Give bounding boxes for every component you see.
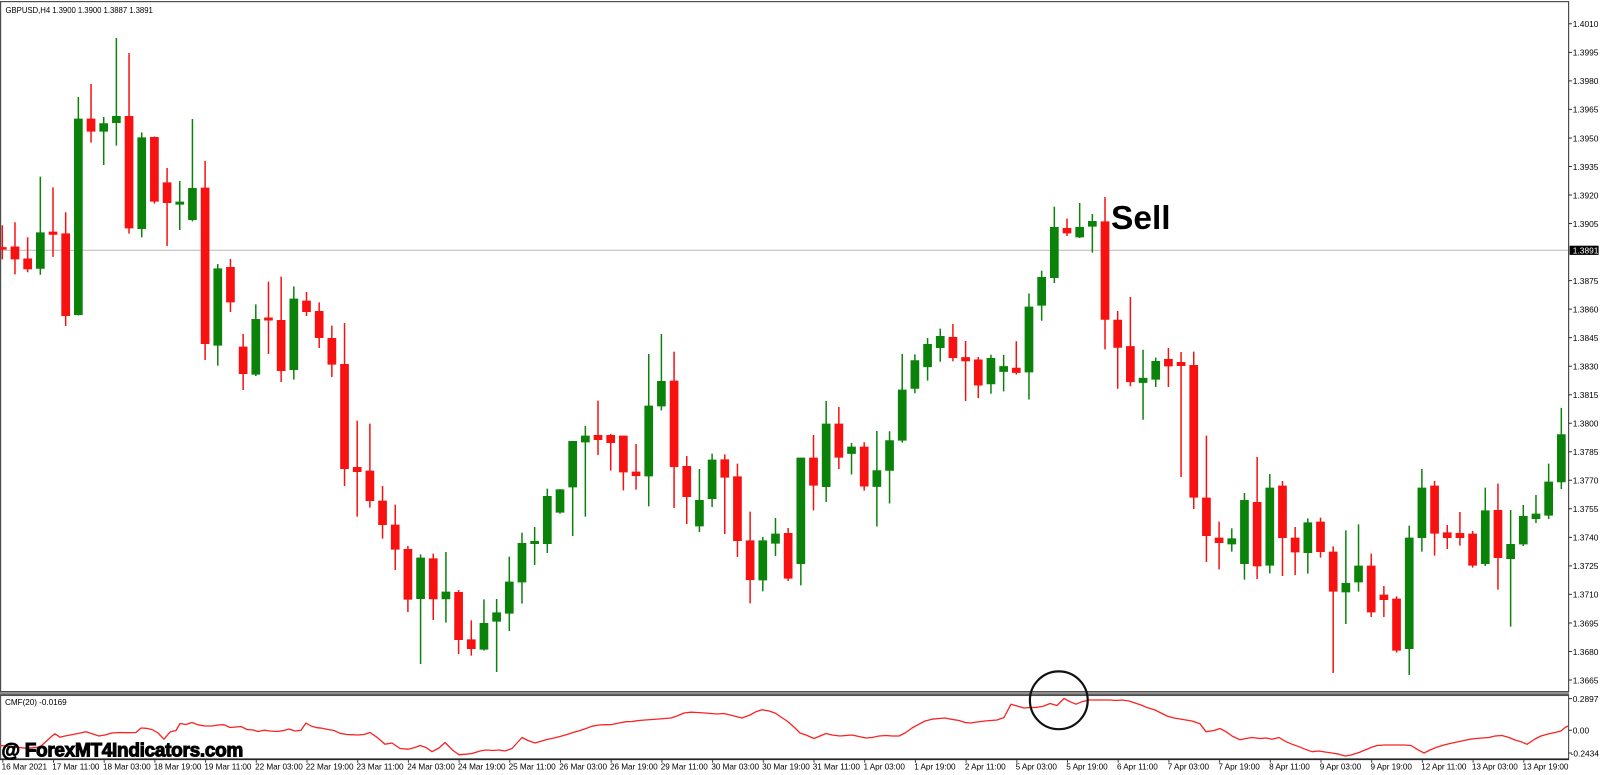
- svg-text:1 Apr 03:00: 1 Apr 03:00: [864, 762, 906, 771]
- svg-text:5 Apr 19:00: 5 Apr 19:00: [1066, 762, 1108, 771]
- svg-text:1.3830: 1.3830: [1573, 362, 1599, 372]
- svg-text:7 Apr 03:00: 7 Apr 03:00: [1168, 762, 1210, 771]
- svg-text:GBPUSD,H4 1.3900 1.3900 1.388: GBPUSD,H4 1.3900 1.3900 1.3887 1.3891: [6, 6, 153, 15]
- svg-text:CMF(20) -0.0169: CMF(20) -0.0169: [5, 698, 67, 707]
- svg-text:1.3995: 1.3995: [1573, 48, 1599, 58]
- svg-text:1.3710: 1.3710: [1573, 590, 1599, 600]
- svg-text:22 Mar 03:00: 22 Mar 03:00: [255, 762, 303, 771]
- svg-text:9 Apr 19:00: 9 Apr 19:00: [1371, 762, 1413, 771]
- svg-text:1.3875: 1.3875: [1573, 276, 1599, 286]
- svg-text:1.3950: 1.3950: [1573, 133, 1599, 143]
- svg-text:29 Mar 11:00: 29 Mar 11:00: [661, 762, 709, 771]
- svg-text:0.00: 0.00: [1573, 726, 1590, 736]
- svg-text:1.3725: 1.3725: [1573, 561, 1599, 571]
- svg-text:1.3935: 1.3935: [1573, 162, 1599, 172]
- svg-text:24 Mar 03:00: 24 Mar 03:00: [407, 762, 455, 771]
- svg-text:1.3891: 1.3891: [1573, 245, 1599, 255]
- svg-text:1.3965: 1.3965: [1573, 105, 1599, 115]
- svg-text:1.3800: 1.3800: [1573, 419, 1599, 429]
- svg-text:1.3665: 1.3665: [1573, 675, 1599, 685]
- svg-text:1.4010: 1.4010: [1573, 19, 1599, 29]
- svg-text:16 Mar 2021: 16 Mar 2021: [2, 762, 48, 771]
- svg-text:9 Apr 03:00: 9 Apr 03:00: [1320, 762, 1362, 771]
- svg-text:30 Mar 03:00: 30 Mar 03:00: [711, 762, 759, 771]
- svg-text:13 Apr 03:00: 13 Apr 03:00: [1472, 762, 1518, 771]
- svg-text:1.3680: 1.3680: [1573, 647, 1599, 657]
- svg-text:1.3785: 1.3785: [1573, 447, 1599, 457]
- svg-text:19 Mar 11:00: 19 Mar 11:00: [204, 762, 252, 771]
- svg-text:1.3770: 1.3770: [1573, 476, 1599, 486]
- svg-text:@ ForexMT4Indicators.com: @ ForexMT4Indicators.com: [2, 740, 244, 761]
- svg-text:-0.2434: -0.2434: [1571, 748, 1600, 758]
- svg-text:26 Mar 19:00: 26 Mar 19:00: [610, 762, 658, 771]
- svg-text:2 Apr 11:00: 2 Apr 11:00: [965, 762, 1006, 771]
- svg-text:12 Apr 11:00: 12 Apr 11:00: [1421, 762, 1467, 771]
- svg-text:1.3740: 1.3740: [1573, 533, 1599, 543]
- svg-text:22 Mar 19:00: 22 Mar 19:00: [306, 762, 354, 771]
- svg-text:1.3905: 1.3905: [1573, 219, 1599, 229]
- svg-text:5 Apr 03:00: 5 Apr 03:00: [1016, 762, 1058, 771]
- svg-text:1.3845: 1.3845: [1573, 333, 1599, 343]
- svg-text:1.3755: 1.3755: [1573, 504, 1599, 514]
- svg-text:18 Mar 19:00: 18 Mar 19:00: [154, 762, 202, 771]
- svg-text:26 Mar 03:00: 26 Mar 03:00: [559, 762, 607, 771]
- svg-text:23 Mar 11:00: 23 Mar 11:00: [357, 762, 405, 771]
- svg-text:1.3920: 1.3920: [1573, 190, 1599, 200]
- svg-text:6 Apr 11:00: 6 Apr 11:00: [1117, 762, 1158, 771]
- svg-text:1.3980: 1.3980: [1573, 76, 1599, 86]
- svg-text:13 Apr 19:00: 13 Apr 19:00: [1523, 762, 1569, 771]
- svg-text:1.3860: 1.3860: [1573, 304, 1599, 314]
- svg-text:8 Apr 11:00: 8 Apr 11:00: [1269, 762, 1310, 771]
- svg-text:0.2897: 0.2897: [1573, 694, 1599, 704]
- svg-text:18 Mar 03:00: 18 Mar 03:00: [103, 762, 151, 771]
- svg-text:17 Mar 11:00: 17 Mar 11:00: [52, 762, 100, 771]
- svg-text:1.3815: 1.3815: [1573, 390, 1599, 400]
- svg-text:Sell: Sell: [1111, 200, 1171, 237]
- svg-text:31 Mar 11:00: 31 Mar 11:00: [813, 762, 861, 771]
- svg-text:30 Mar 19:00: 30 Mar 19:00: [762, 762, 810, 771]
- svg-text:7 Apr 19:00: 7 Apr 19:00: [1218, 762, 1260, 771]
- svg-text:24 Mar 19:00: 24 Mar 19:00: [458, 762, 506, 771]
- svg-text:1 Apr 19:00: 1 Apr 19:00: [914, 762, 956, 771]
- svg-text:25 Mar 11:00: 25 Mar 11:00: [509, 762, 557, 771]
- svg-text:1.3695: 1.3695: [1573, 618, 1599, 628]
